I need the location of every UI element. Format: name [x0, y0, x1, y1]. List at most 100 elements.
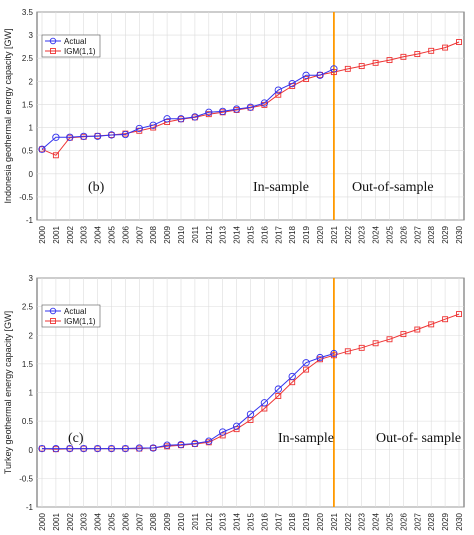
data-point-igm [303, 76, 310, 82]
data-point-actual [149, 444, 157, 452]
x-tick-labels: 2000 2001 2002 2003 2004 2005 2006 2007 2008 2009… [38, 512, 464, 530]
data-point-actual [177, 115, 185, 123]
data-point-actual [80, 444, 88, 453]
legend-marker [49, 37, 57, 45]
y-tick-label: 3 [29, 274, 34, 283]
legend-marker [50, 48, 56, 54]
data-point-actual [38, 444, 46, 453]
x-tick-label: 2022 [344, 225, 353, 243]
x-tick-label: 2006 [121, 512, 130, 530]
legend-symbols [45, 307, 61, 324]
x-tick-label: 2026 [399, 512, 408, 530]
x-tick-label: 2018 [288, 512, 297, 530]
legend: Actual IGM(1,1) [41, 34, 101, 58]
y-tick-labels: -1 -0.5 0 0.5 1 1.5 2 2.5 3 [19, 274, 33, 512]
x-tick-label: 2023 [358, 225, 367, 243]
data-point-actual [205, 108, 213, 116]
x-tick-label: 2029 [441, 225, 450, 243]
legend-entry-igm: IGM(1,1) [64, 47, 96, 56]
data-point-actual [38, 145, 46, 153]
data-point-actual [302, 71, 310, 79]
x-tick-label: 2011 [191, 225, 200, 243]
x-tick-label: 2015 [247, 512, 256, 530]
data-point-igm [358, 63, 365, 70]
data-point-igm [275, 392, 282, 399]
data-point-igm [330, 69, 337, 76]
y-axis-label: Indonesia geothermal energy capacity [GW… [3, 28, 13, 203]
x-tick-label: 2003 [80, 225, 89, 243]
series-group [38, 311, 462, 453]
x-tick-label: 2002 [66, 512, 75, 530]
data-point-actual [93, 132, 102, 140]
data-point-igm [386, 57, 393, 64]
x-tick-label: 2021 [330, 512, 339, 530]
in-sample-label: In-sample [253, 180, 309, 195]
x-tick-label: 2009 [163, 225, 172, 243]
x-tick-label: 2008 [149, 512, 158, 530]
data-point-igm [164, 119, 171, 125]
data-point-actual [330, 65, 338, 73]
y-tick-label: -0.5 [19, 474, 33, 483]
y-tick-label: 3 [29, 31, 34, 40]
x-tick-label: 2001 [52, 512, 61, 530]
data-point-actual [274, 86, 282, 94]
data-point-actual [246, 103, 255, 111]
data-point-actual [80, 132, 88, 140]
legend: Actual IGM(1,1) [41, 304, 101, 328]
data-point-actual [93, 444, 102, 453]
data-point-igm [414, 51, 421, 58]
x-tick-label: 2009 [163, 512, 172, 530]
data-point-igm [442, 316, 449, 323]
series-group [38, 39, 462, 159]
x-tick-label: 2004 [94, 512, 103, 530]
data-point-actual [219, 107, 227, 116]
legend-marker [49, 307, 57, 315]
y-tick-label: 3.5 [22, 8, 34, 17]
data-point-actual [135, 444, 143, 452]
x-tick-label: 2015 [247, 225, 256, 243]
x-tick-label: 2025 [386, 225, 395, 243]
y-tick-label: 0 [29, 170, 34, 179]
x-tick-label: 2011 [191, 512, 200, 530]
data-point-actual [66, 133, 74, 141]
legend-entry-actual: Actual [64, 307, 86, 316]
data-point-actual [52, 444, 60, 453]
data-point-igm [52, 152, 59, 159]
x-tick-label: 2012 [205, 512, 214, 530]
x-tick-label: 2016 [260, 225, 269, 243]
data-point-actual [260, 99, 269, 107]
x-tick-label: 2005 [108, 225, 117, 243]
y-tick-label: 1.5 [22, 360, 34, 369]
data-point-actual [232, 422, 241, 430]
x-tick-label: 2023 [358, 512, 367, 530]
data-point-actual [107, 444, 116, 453]
out-of-sample-label: Out-of-sample [352, 180, 434, 195]
x-tick-label: 2016 [260, 512, 269, 530]
y-tick-label: 2.5 [22, 54, 34, 63]
data-point-igm [400, 331, 407, 338]
out-of-sample-label: Out-of- sample [376, 431, 461, 446]
x-tick-label: 2012 [205, 225, 214, 243]
x-tick-label: 2027 [413, 225, 422, 243]
x-tick-label: 2000 [38, 225, 47, 243]
panel-label: (b) [88, 180, 105, 195]
x-tick-label: 2013 [219, 225, 228, 243]
x-tick-label: 2007 [135, 225, 144, 243]
data-point-actual [232, 105, 241, 113]
data-point-actual [191, 439, 199, 448]
y-tick-labels: -1 -0.5 0 0.5 1 1.5 2 2.5 3 3.5 [19, 8, 33, 225]
y-tick-label: -0.5 [19, 193, 33, 202]
y-tick-label: 1.5 [22, 100, 34, 109]
data-point-actual [274, 385, 282, 393]
x-tick-label: 2018 [288, 225, 297, 243]
data-point-igm [358, 344, 365, 351]
indonesia-chart: -1-0.500.511.522.533.5 2000 2001 2002 2003 2… [3, 8, 465, 244]
series-line-actual [41, 68, 335, 150]
data-point-igm [428, 321, 435, 328]
data-point-igm [275, 91, 282, 98]
y-tick-label: 2 [29, 331, 34, 340]
legend-entry-igm: IGM(1,1) [64, 317, 96, 326]
y-tick-label: 2 [29, 77, 34, 86]
data-point-actual [288, 79, 296, 88]
y-tick-label: 0.5 [22, 147, 34, 156]
